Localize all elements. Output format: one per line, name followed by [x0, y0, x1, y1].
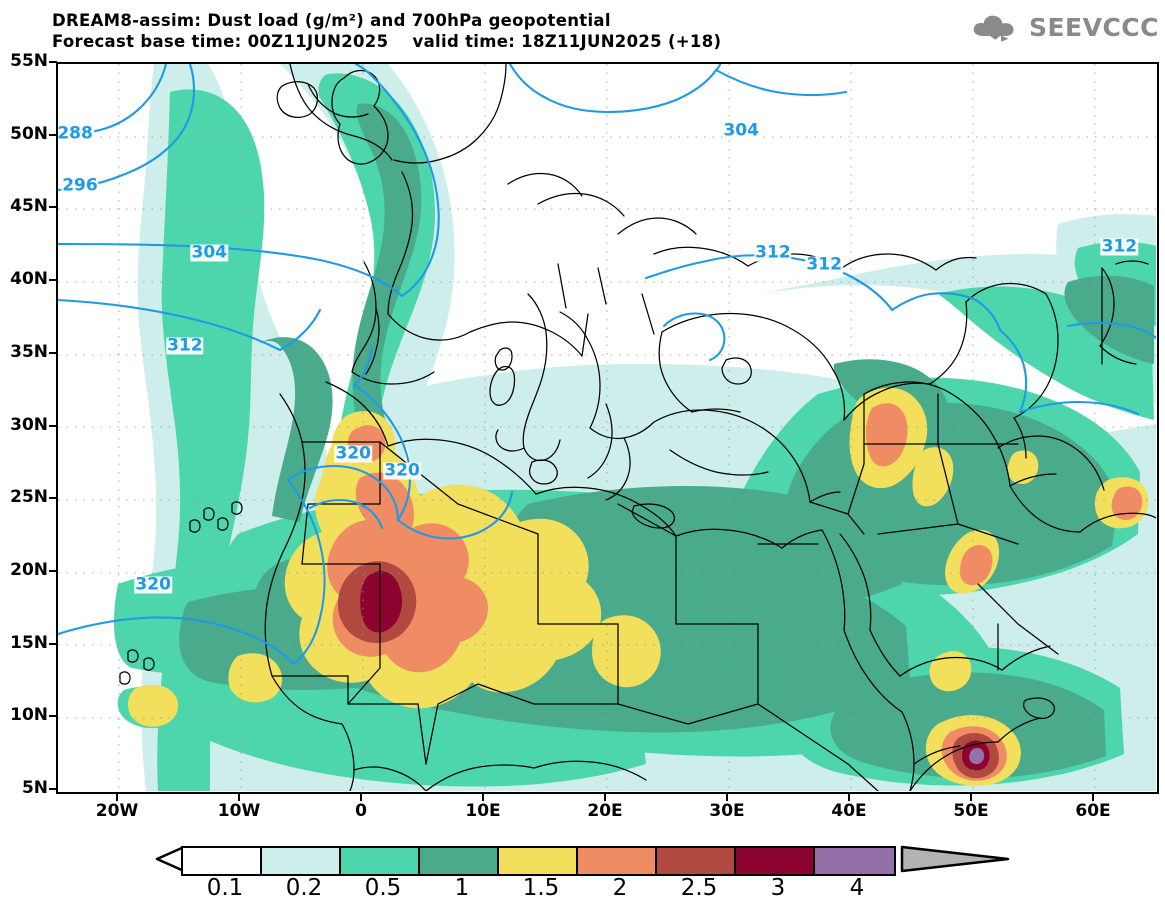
colorbar-cell-0.5-1: [420, 848, 499, 874]
longitude-tick-10W: 10W: [217, 801, 261, 821]
map-plot-area: 288 296 304 312 304 312 312 312 320 320 320: [56, 62, 1159, 794]
latitude-tick-20N: 20N: [10, 559, 48, 580]
contour-label-320: 320: [383, 460, 421, 481]
longitude-tickmark: [482, 793, 484, 801]
latitude-tickmark: [49, 788, 57, 790]
colorbar-arrows: [155, 845, 1010, 873]
longitude-tickmark: [1092, 793, 1094, 801]
colorbar-tick-0.5: 0.5: [364, 875, 402, 901]
longitude-tick-50E: 50E: [953, 801, 989, 821]
latitude-tickmark: [49, 206, 57, 209]
dust-load-colorbar: 0.1 0.2 0.5 1 1.5 2 2.5 3 4: [155, 842, 1010, 900]
figure-title-block: DREAM8-assim: Dust load (g/m²) and 700hP…: [52, 10, 721, 52]
latitude-tick-25N: 25N: [10, 487, 48, 508]
title-line-2: Forecast base time: 00Z11JUN2025 valid t…: [52, 32, 722, 51]
map-canvas: [58, 64, 1156, 791]
latitude-tickmark: [49, 61, 57, 63]
latitude-tickmark: [49, 351, 57, 354]
latitude-tick-45N: 45N: [10, 196, 48, 217]
longitude-tick-60E: 60E: [1075, 801, 1111, 821]
latitude-tickmark: [49, 279, 57, 282]
longitude-tickmark: [238, 793, 240, 801]
latitude-tick-40N: 40N: [10, 269, 48, 290]
colorbar-cell-1.5-2: [578, 848, 657, 874]
colorbar-cell-0.2-0.5: [341, 848, 420, 874]
contour-label-320: 320: [134, 574, 172, 595]
colorbar-tick-2: 2: [612, 875, 628, 901]
colorbar-cell-<0.1: [183, 848, 262, 874]
colorbar-tick-3: 3: [770, 875, 786, 901]
latitude-tick-50N: 50N: [10, 123, 48, 144]
longitude-tick-20E: 20E: [587, 801, 623, 821]
colorbar-cell-3-4: [815, 848, 894, 874]
latitude-tick-15N: 15N: [10, 632, 48, 653]
latitude-tick-55N: 55N: [10, 51, 48, 71]
latitude-tickmark: [49, 569, 57, 572]
latitude-tickmark: [49, 497, 57, 500]
contour-label-304: 304: [190, 242, 229, 263]
contour-label-320: 320: [334, 443, 372, 464]
latitude-tick-35N: 35N: [10, 341, 48, 362]
longitude-tickmark: [116, 793, 118, 801]
colorbar-tick-0.1: 0.1: [206, 875, 244, 901]
contour-label-312: 312: [805, 254, 843, 275]
seevccc-logo: SEEVCCC: [970, 12, 1159, 42]
latitude-tickmark: [49, 133, 57, 136]
longitude-tick-30E: 30E: [709, 801, 745, 821]
geopotential-contours: [58, 64, 1156, 666]
contour-label-296: 296: [61, 175, 99, 196]
latitude-tickmark: [49, 642, 57, 645]
longitude-tickmark: [360, 793, 362, 801]
colorbar-cell-2.5-3: [736, 848, 815, 874]
title-line-1: DREAM8-assim: Dust load (g/m²) and 700hP…: [52, 11, 611, 30]
colorbar-swatches: [181, 846, 896, 876]
colorbar-tick-1: 1: [454, 875, 470, 901]
longitude-tick-10E: 10E: [465, 801, 501, 821]
contour-label-304: 304: [722, 120, 760, 141]
contour-label-312: 312: [1100, 236, 1139, 257]
dust-load-contours: [114, 64, 1156, 791]
colorbar-cell-2-2.5: [657, 848, 736, 874]
longitude-tick-40E: 40E: [831, 801, 867, 821]
colorbar-tick-1.5: 1.5: [522, 875, 560, 901]
latitude-tick-30N: 30N: [10, 414, 48, 435]
latitude-tickmark: [49, 424, 57, 427]
colorbar-cell-1-1.5: [499, 848, 578, 874]
longitude-tick-20W: 20W: [95, 801, 139, 821]
coastlines-and-borders: [119, 64, 1156, 791]
colorbar-cell-0.1-0.2: [262, 848, 341, 874]
latitude-tick-5N: 5N: [21, 778, 48, 798]
colorbar-tick-2.5: 2.5: [680, 875, 718, 901]
contour-label-288: 288: [57, 123, 94, 144]
cloud-icon: [973, 15, 1014, 42]
longitude-tickmark: [848, 793, 850, 801]
contour-label-312: 312: [754, 242, 792, 263]
colorbar-tick-0.2: 0.2: [285, 875, 323, 901]
longitude-tickmark: [604, 793, 606, 801]
longitude-tickmark: [726, 793, 728, 801]
latitude-tickmark: [49, 715, 57, 718]
longitude-tickmark: [970, 793, 972, 801]
contour-label-312: 312: [166, 335, 204, 356]
longitude-tick-0: 0: [355, 801, 367, 821]
colorbar-low-arrow: [155, 845, 186, 873]
colorbar-tick-4: 4: [849, 875, 865, 901]
latitude-tick-10N: 10N: [10, 705, 48, 726]
colorbar-high-arrow: [900, 845, 1010, 873]
logo-label: SEEVCCC: [1028, 12, 1159, 42]
